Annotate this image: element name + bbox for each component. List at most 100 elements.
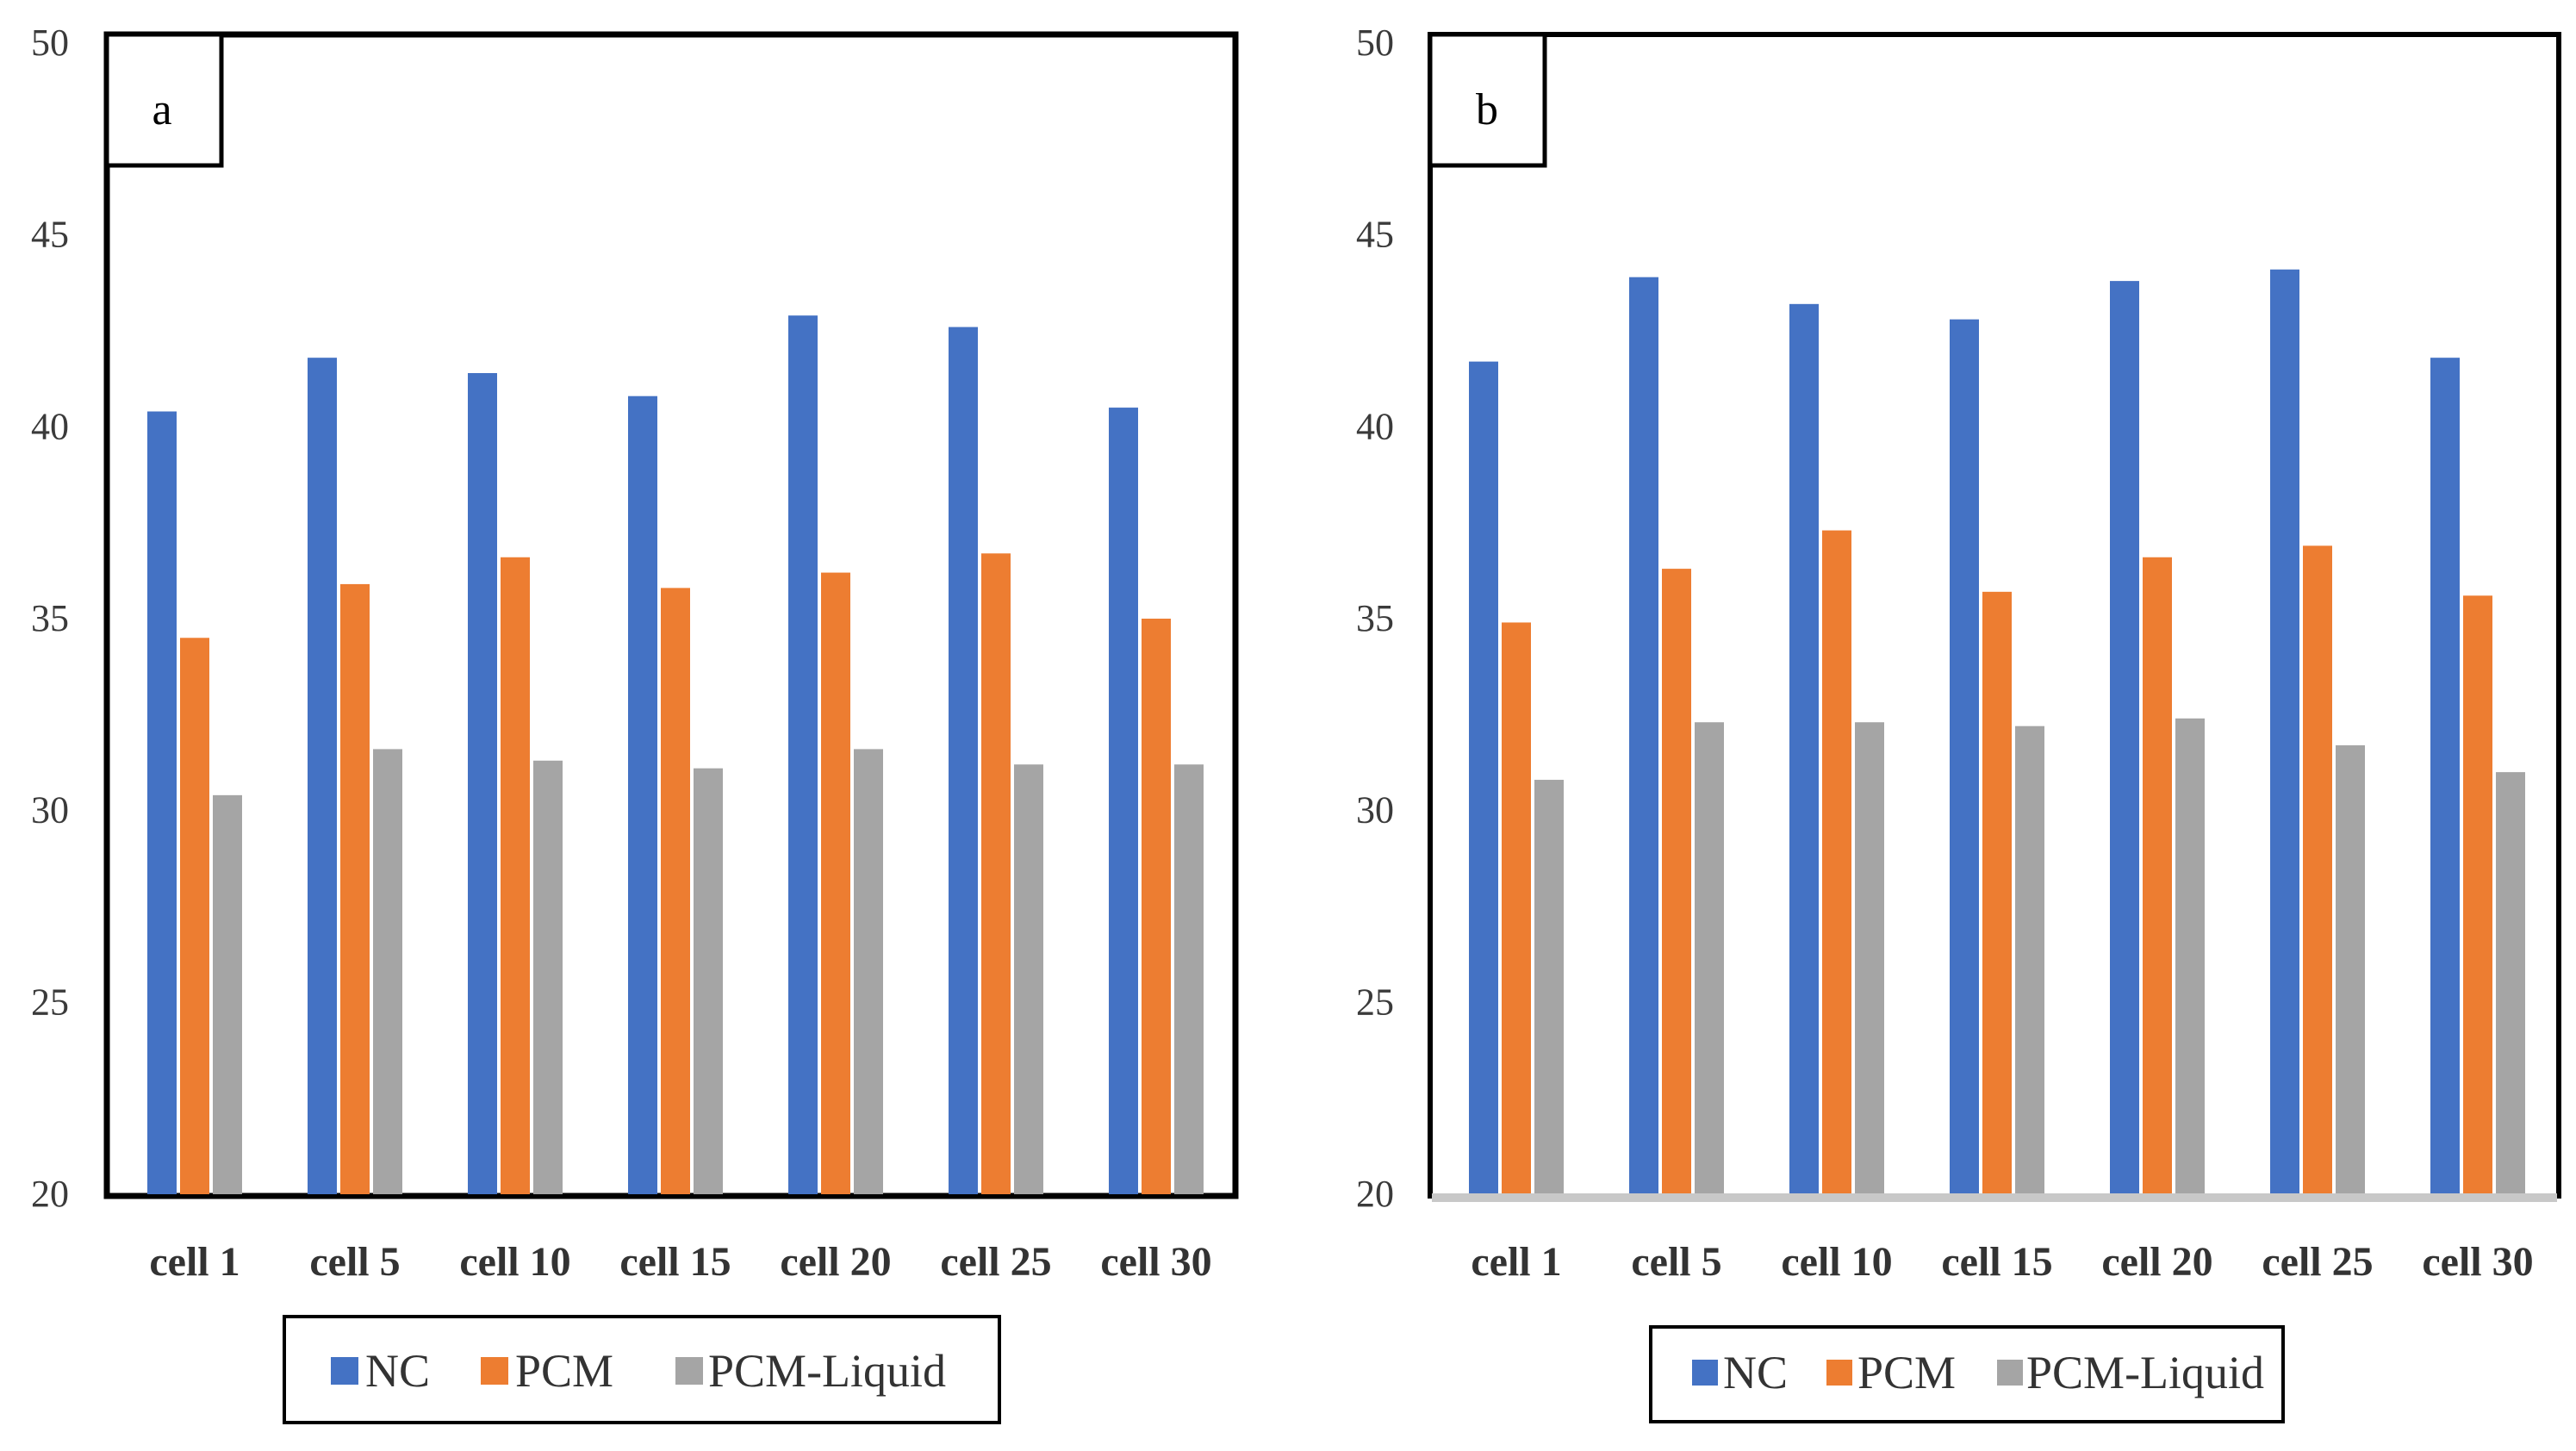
panel-b-bar-nc	[1469, 361, 1498, 1194]
panel-b-x-tick-label: cell 15	[1941, 1239, 2052, 1285]
panel-b-bar-pcm-liquid	[1855, 722, 1884, 1194]
panel-a-bar-pcm	[501, 557, 530, 1194]
panel-b-bar-pcm	[1502, 622, 1531, 1194]
panel-b-legend-nc: NC	[1723, 1347, 1788, 1398]
panel-a-y-tick-label: 30	[31, 789, 69, 831]
panel-a-x-tick-label: cell 15	[619, 1239, 731, 1285]
panel-a-legend-swatch-pcm-liquid	[675, 1357, 703, 1385]
panel-b-bar-nc	[1629, 277, 1658, 1194]
panel-a-x-tick-label: cell 25	[940, 1239, 1051, 1285]
panel-a-bar-pcm	[180, 638, 209, 1194]
panel-a-legend-box	[283, 1315, 1001, 1424]
panel-b-legend-pcm: PCM	[1857, 1347, 1956, 1398]
panel-a-bar-pcm-liquid	[373, 749, 402, 1194]
panel-a-legend-pcm: PCM	[515, 1345, 613, 1397]
panel-a-x-tick-label: cell 30	[1100, 1239, 1211, 1285]
panel-a-bar-pcm	[821, 572, 850, 1194]
panel-b-y-tick-label: 40	[1356, 405, 1394, 447]
panel-b-bar-nc	[2430, 358, 2460, 1194]
panel-a-plot-frame	[103, 31, 1239, 1199]
panel-a-bar-nc	[628, 395, 657, 1194]
panel-b-legend-box	[1649, 1325, 2285, 1423]
panel-a-bar-nc	[1109, 408, 1138, 1195]
panel-a-bar-nc	[308, 358, 337, 1194]
panel-a-x-tick-label: cell 5	[309, 1239, 400, 1285]
panel-b-bar-pcm	[2303, 545, 2332, 1194]
panel-b-bar-pcm-liquid	[2336, 744, 2365, 1194]
panel-a-x-tick-label: cell 20	[780, 1239, 891, 1285]
panel-b-bar-nc	[2270, 269, 2299, 1194]
panel-b-bar-pcm-liquid	[2496, 772, 2525, 1194]
panel-a-bar-nc	[788, 315, 818, 1195]
panel-b-y-tick-label: 20	[1356, 1173, 1394, 1215]
panel-a-label-box	[104, 32, 224, 168]
panel-b-label-box	[1428, 32, 1547, 168]
panel-b-y-tick-label: 35	[1356, 597, 1394, 639]
panel-b-x-tick-label: cell 25	[2262, 1239, 2373, 1285]
panel-a-bar-pcm-liquid	[694, 768, 723, 1194]
panel-a-y-tick-label: 25	[31, 981, 69, 1023]
panel-a-label: a	[152, 85, 171, 134]
panel-b-y-axis: 20 25 30 35 40 45 50	[1356, 22, 1394, 1215]
panel-a-bar-pcm-liquid	[213, 794, 242, 1194]
panel-b-label: b	[1476, 85, 1498, 134]
panel-a-bar-pcm	[1142, 619, 1171, 1194]
panel-b-legend-swatch-nc	[1692, 1360, 1718, 1386]
panel-b-bar-pcm	[1982, 591, 2012, 1194]
panel-a-bar-nc	[468, 372, 497, 1194]
panel-b-bar-pcm-liquid	[1534, 780, 1564, 1194]
panel-b-bar-pcm	[1822, 530, 1851, 1194]
panel-a-legend: NC PCM PCM-Liquid	[283, 1315, 1001, 1424]
panel-a-bar-pcm-liquid	[1174, 764, 1204, 1194]
panel-b-bar-pcm-liquid	[2175, 718, 2205, 1194]
panel-b-x-tick-label: cell 10	[1781, 1239, 1892, 1285]
panel-b-bar-pcm-liquid	[1695, 722, 1724, 1194]
panel-a-bar-pcm-liquid	[1014, 764, 1043, 1194]
panel-b-y-tick-label: 45	[1356, 214, 1394, 256]
panel-b-bar-pcm	[2143, 557, 2172, 1194]
panel-a-y-tick-label: 35	[31, 597, 69, 639]
panel-b-bars	[1469, 269, 2525, 1194]
panel-b-y-tick-label: 25	[1356, 981, 1394, 1023]
panel-a-x-tick-label: cell 10	[459, 1239, 570, 1285]
panel-b-bar-nc	[1789, 303, 1819, 1194]
panel-a-y-tick-label: 50	[31, 22, 69, 64]
panel-b-legend: NC PCM PCM-Liquid	[1649, 1325, 2285, 1423]
panel-b-y-tick-label: 50	[1356, 22, 1394, 64]
panel-b-bar-nc	[2110, 281, 2139, 1194]
panel-a-y-tick-label: 45	[31, 214, 69, 256]
panel-a-y-tick-label: 40	[31, 405, 69, 447]
panel-b-x-axis: cell 1 cell 5 cell 10 cell 15 cell 20 cell 25…	[1471, 1239, 2533, 1285]
panel-a-bar-pcm	[661, 588, 690, 1194]
panel-a-legend-swatch-nc	[331, 1357, 358, 1385]
panel-b-bar-pcm-liquid	[2015, 726, 2044, 1194]
panel-b-legend-swatch-pcm	[1826, 1360, 1852, 1386]
panel-a-x-tick-label: cell 1	[149, 1239, 240, 1285]
panel-b-legend-swatch-pcm-liquid	[1997, 1360, 2023, 1386]
panel-a-bar-pcm-liquid	[533, 760, 563, 1194]
panel-a-legend-swatch-pcm	[481, 1357, 508, 1385]
panel-a-bar-pcm	[340, 583, 370, 1194]
panel-b-x-tick-label: cell 30	[2422, 1239, 2533, 1285]
panel-a-bar-pcm	[981, 553, 1011, 1194]
panel-b-bar-pcm	[2463, 595, 2492, 1194]
panel-b-bar-nc	[1950, 319, 1979, 1194]
panel-b-y-tick-label: 30	[1356, 789, 1394, 831]
panel-b-x-tick-label: cell 1	[1471, 1239, 1561, 1285]
panel-b-x-tick-label: cell 5	[1631, 1239, 1721, 1285]
panel-b-legend-pcm-liquid: PCM-Liquid	[2026, 1347, 2264, 1398]
panel-a-bar-nc	[949, 327, 978, 1195]
panel-b-x-tick-label: cell 20	[2101, 1239, 2212, 1285]
panel-a-y-axis: 20 25 30 35 40 45 50	[31, 22, 69, 1215]
panel-a-legend-nc: NC	[365, 1345, 430, 1397]
panel-b-bar-pcm	[1662, 569, 1691, 1194]
panel-a-bars	[147, 315, 1204, 1195]
panel-a-y-tick-label: 20	[31, 1173, 69, 1215]
panel-a-x-axis: cell 1 cell 5 cell 10 cell 15 cell 20 cell 25…	[149, 1239, 1211, 1285]
panel-a-legend-pcm-liquid: PCM-Liquid	[708, 1345, 946, 1397]
panel-a-bar-pcm-liquid	[854, 749, 883, 1194]
panel-a-bar-nc	[147, 411, 177, 1194]
